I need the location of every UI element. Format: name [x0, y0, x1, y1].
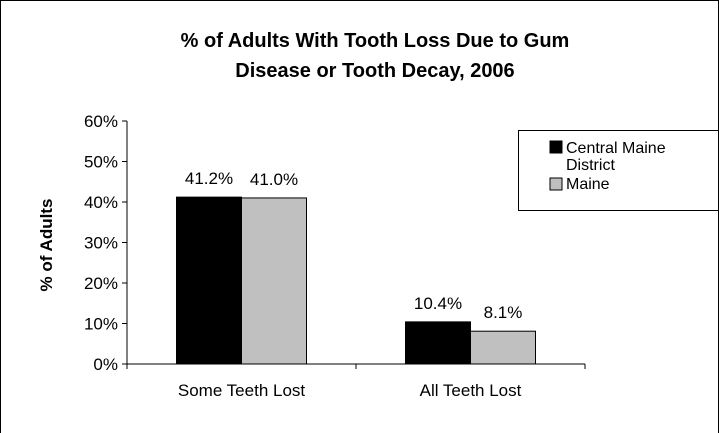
y-tick-label: 30% [84, 234, 118, 253]
bar-maine-all-teeth-lost [470, 330, 536, 365]
y-tick-label: 50% [84, 153, 118, 172]
x-axis-ticks: Some Teeth Lost All Teeth Lost [126, 364, 586, 400]
y-axis-ticks: 0% 10% 20% 30% 40% 50% 60% [84, 112, 127, 374]
bar-central-maine-some-teeth-lost [176, 196, 242, 365]
legend-label-central-maine-line-1: Central Maine [566, 140, 666, 157]
bar-data-label: 10.4% [414, 294, 462, 313]
legend-label-maine: Maine [566, 176, 610, 193]
legend-swatch-central-maine [549, 140, 563, 154]
y-tick-label: 10% [84, 315, 118, 334]
bar-data-labels: 41.2% 41.0% 10.4% 8.1% [185, 169, 522, 322]
bars [176, 196, 536, 365]
bar-maine-some-teeth-lost [241, 197, 307, 365]
bar-data-label: 41.2% [185, 169, 233, 188]
y-tick-label: 0% [93, 355, 118, 374]
legend-swatch-maine [549, 177, 563, 191]
y-tick-label: 40% [84, 193, 118, 212]
y-tick-label: 20% [84, 274, 118, 293]
y-tick-label: 60% [84, 112, 118, 131]
x-tick-label: All Teeth Lost [420, 381, 522, 400]
bar-central-maine-all-teeth-lost [405, 321, 471, 365]
chart-title-line-1: % of Adults With Tooth Loss Due to Gum [181, 30, 570, 52]
bar-data-label: 8.1% [484, 303, 523, 322]
bar-data-label: 41.0% [250, 170, 298, 189]
legend-label-central-maine-line-2: District [566, 157, 615, 174]
chart-title-line-2: Disease or Tooth Decay, 2006 [235, 60, 514, 82]
x-tick-label: Some Teeth Lost [178, 381, 306, 400]
y-axis-label: % of Adults [37, 199, 56, 292]
legend: Central Maine District Maine [518, 130, 719, 211]
